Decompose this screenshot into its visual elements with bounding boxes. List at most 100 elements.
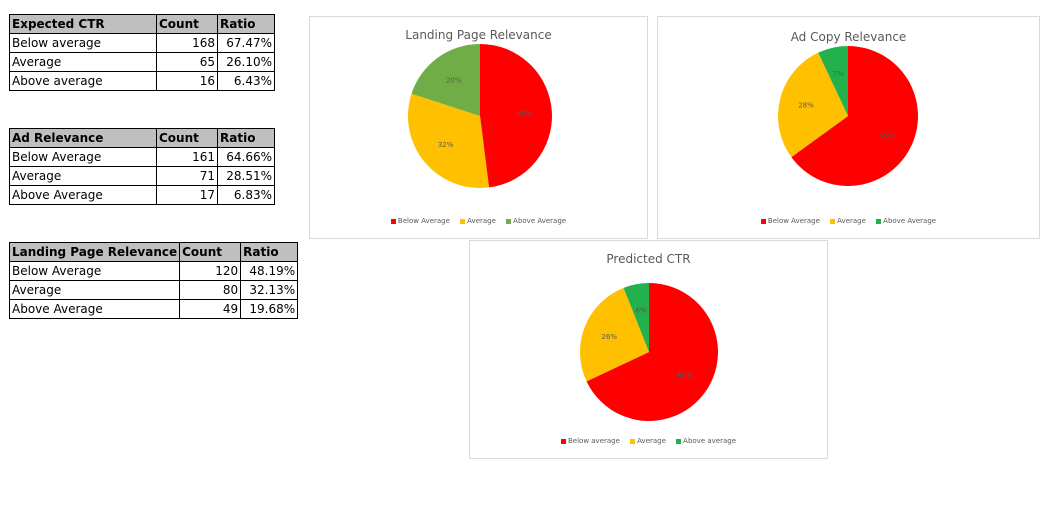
row-label: Average [9,52,157,72]
expected-ctr-table: Expected CTR Count Ratio Below average 1… [9,14,275,91]
legend-swatch [876,218,882,224]
pie-slice [818,46,848,116]
table-row: Above Average 49 19.68% [8,299,299,319]
legend-item: Above Average [876,217,936,225]
legend-label: Above Average [513,217,567,225]
legend-label: Below average [567,437,620,445]
row-count: 17 [156,185,218,205]
row-label: Below Average [8,261,181,281]
header-cell: Ratio [240,242,299,262]
legend-item: Above average [676,437,736,445]
row-ratio: 19.68% [240,299,299,319]
data-label: 65% [879,132,895,140]
header-cell: Ratio [217,14,275,34]
chart-legend: Below Average Average Above Average [658,217,1039,225]
chart-title: Ad Copy Relevance [790,30,907,44]
table-row: Average 80 32.13% [8,280,299,300]
legend-swatch [460,218,466,224]
row-label: Below average [9,33,157,53]
chart-title: Predicted CTR [606,252,691,266]
row-count: 49 [179,299,242,319]
legend-label: Average [837,217,866,225]
legend-item: Below average [560,437,620,445]
legend-swatch [390,218,396,224]
table-row: Above average 16 6.43% [9,71,275,91]
pie-slice [778,52,848,158]
table-row: Below Average 161 64.66% [9,147,275,167]
data-label: 28% [798,102,814,110]
row-count: 168 [156,33,218,53]
row-label: Average [8,280,181,300]
predicted-ctr-chart: Predicted CTR 68% 26% 6% Below average Ave… [469,240,828,459]
row-label: Below Average [9,147,157,167]
table-row: Average 71 28.51% [9,166,275,186]
row-ratio: 64.66% [217,147,275,167]
row-label: Above average [9,71,157,91]
table-header-row: Expected CTR Count Ratio [9,14,275,34]
chart-legend: Below average Average Above average [470,437,827,445]
table-header-row: Landing Page Relevance Count Ratio [8,242,299,262]
landing-page-relevance-table: Landing Page Relevance Count Ratio Below… [8,242,299,319]
row-ratio: 32.13% [240,280,299,300]
legend-item: Average [460,217,496,225]
legend-swatch [560,438,566,444]
ad-copy-relevance-chart: Ad Copy Relevance 65% 28% 7% Below Average… [657,16,1040,239]
pie-slice [586,283,719,421]
legend-swatch [506,218,512,224]
pie-slice [580,287,649,382]
legend-label: Average [467,217,496,225]
pie-slice [407,93,490,188]
row-count: 120 [179,261,242,281]
header-cell: Count [156,14,218,34]
chart-title: Landing Page Relevance [405,28,552,42]
legend-item: Average [630,437,666,445]
data-label: 6% [635,307,646,315]
data-label: 7% [833,70,844,78]
pie-slice [480,44,552,188]
row-ratio: 67.47% [217,33,275,53]
row-label: Above Average [9,185,157,205]
row-label: Above Average [8,299,181,319]
header-cell: Count [156,128,218,148]
legend-label: Below Average [767,217,820,225]
row-count: 71 [156,166,218,186]
pie-slice [623,283,649,352]
table-row: Below average 168 67.47% [9,33,275,53]
data-label: 32% [438,141,454,149]
legend-item: Below Average [760,217,820,225]
header-cell: Expected CTR [9,14,157,34]
header-cell: Ratio [217,128,275,148]
row-count: 80 [179,280,242,300]
data-label: 68% [677,371,693,379]
row-label: Average [9,166,157,186]
landing-page-relevance-chart: Landing Page Relevance 48% 32% 20% Below A… [309,16,648,239]
table-row: Average 65 26.10% [9,52,275,72]
data-label: 48% [517,110,533,118]
row-ratio: 28.51% [217,166,275,186]
pie-svg: 48% 32% 20% [407,44,552,188]
legend-item: Average [830,217,866,225]
legend-label: Average [637,437,666,445]
legend-label: Above Average [883,217,937,225]
row-count: 161 [156,147,218,167]
row-ratio: 48.19% [240,261,299,281]
data-label: 26% [601,333,617,341]
legend-label: Above average [683,437,737,445]
chart-legend: Below Average Average Above Average [310,217,647,225]
pie-svg: 68% 26% 6% [580,283,719,421]
legend-swatch [676,438,682,444]
table-header-row: Ad Relevance Count Ratio [9,128,275,148]
row-ratio: 6.43% [217,71,275,91]
legend-swatch [830,218,836,224]
legend-swatch [630,438,636,444]
pie-slice [791,46,919,186]
row-count: 65 [156,52,218,72]
pie-svg: 65% 28% 7% [778,46,919,186]
data-label: 20% [446,76,462,84]
row-ratio: 26.10% [217,52,275,72]
header-cell: Count [179,242,242,262]
row-ratio: 6.83% [217,185,275,205]
pie-slice [411,44,480,116]
legend-item: Above Average [506,217,566,225]
legend-label: Below Average [397,217,450,225]
